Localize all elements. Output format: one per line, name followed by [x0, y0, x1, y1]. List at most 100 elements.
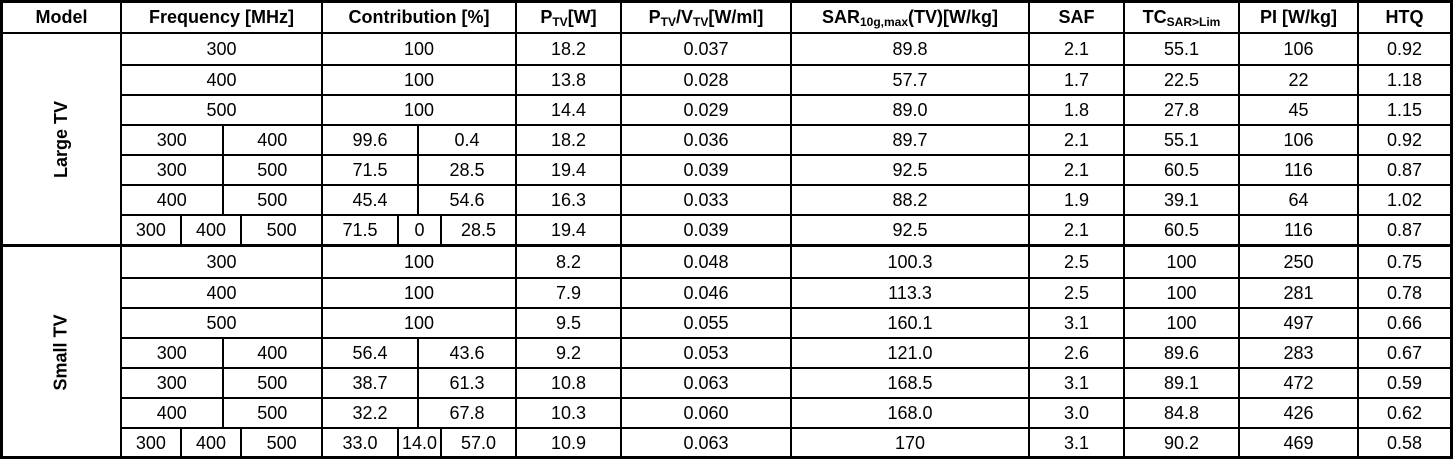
cell-contribution: 100: [321, 279, 515, 307]
cell-saf: 3.1: [1028, 309, 1123, 337]
cell-tc: 60.5: [1123, 156, 1238, 184]
table-row: 300 400 99.6 0.4 18.2 0.036 89.7 2.1 55.1 …: [120, 124, 1450, 154]
cell-ptv: 10.3: [515, 399, 620, 427]
cell-sar: 92.5: [790, 156, 1028, 184]
contribution-value: 100: [403, 312, 435, 333]
table-row: 300 400 500 33.0 14.0 57.0 10.9 0.063 170 3.…: [120, 427, 1450, 457]
table-row: 300 500 71.5 28.5 19.4 0.039 92.5 2.1 60.5…: [120, 154, 1450, 184]
cell-frequency: 500: [120, 309, 321, 337]
cell-htq: 0.58: [1357, 429, 1450, 457]
cell-pi: 497: [1238, 309, 1357, 337]
cell-ptv: 19.4: [515, 156, 620, 184]
contribution-value: 71.5: [342, 219, 378, 240]
cell-tc: 89.1: [1123, 369, 1238, 397]
frequency-value: 300: [156, 159, 187, 180]
table-row: 500 100 9.5 0.055 160.1 3.1 100 497 0.66: [120, 307, 1450, 337]
table-row: 300 400 56.4 43.6 9.2 0.053 121.0 2.6 89.6…: [120, 337, 1450, 367]
cell-ptv: 16.3: [515, 186, 620, 214]
frequency-value: 400: [156, 189, 187, 210]
cell-tc: 22.5: [1123, 66, 1238, 94]
cell-contribution: 45.4 54.6: [321, 186, 515, 214]
cell-sar: 168.5: [790, 369, 1028, 397]
cell-tc: 55.1: [1123, 34, 1238, 64]
cell-saf: 2.5: [1028, 247, 1123, 277]
cell-ptv-vtv: 0.039: [620, 156, 790, 184]
cell-ptv: 10.9: [515, 429, 620, 457]
cell-contribution: 100: [321, 34, 515, 64]
cell-htq: 0.78: [1357, 279, 1450, 307]
cell-tc: 39.1: [1123, 186, 1238, 214]
cell-ptv: 18.2: [515, 34, 620, 64]
cell-pi: 106: [1238, 126, 1357, 154]
cell-htq: 0.66: [1357, 309, 1450, 337]
cell-pi: 426: [1238, 399, 1357, 427]
contribution-value: 99.6: [352, 129, 388, 150]
cell-ptv: 8.2: [515, 247, 620, 277]
contribution-value: 28.5: [440, 216, 515, 244]
cell-ptv-vtv: 0.033: [620, 186, 790, 214]
cell-saf: 1.9: [1028, 186, 1123, 214]
cell-contribution: 100: [321, 66, 515, 94]
header-htq: HTQ: [1357, 3, 1450, 32]
table-row: 300 400 500 71.5 0 28.5 19.4 0.039 92.5 2.1 …: [120, 214, 1450, 244]
cell-ptv-vtv: 0.028: [620, 66, 790, 94]
cell-pi: 283: [1238, 339, 1357, 367]
frequency-value: 400: [179, 429, 241, 457]
cell-contribution: 71.5 0 28.5: [321, 216, 515, 244]
frequency-value: 300: [206, 251, 237, 272]
cell-contribution: 100: [321, 309, 515, 337]
cell-contribution: 56.4 43.6: [321, 339, 515, 367]
cell-tc: 100: [1123, 279, 1238, 307]
cell-ptv-vtv: 0.046: [620, 279, 790, 307]
cell-htq: 0.62: [1357, 399, 1450, 427]
cell-ptv-vtv: 0.060: [620, 399, 790, 427]
cell-saf: 1.8: [1028, 96, 1123, 124]
cell-ptv: 10.8: [515, 369, 620, 397]
table-row: 300 100 18.2 0.037 89.8 2.1 55.1 106 0.9…: [120, 34, 1450, 64]
contribution-value: 0.4: [417, 126, 515, 154]
cell-sar: 170: [790, 429, 1028, 457]
cell-htq: 0.92: [1357, 126, 1450, 154]
table-row: 400 100 7.9 0.046 113.3 2.5 100 281 0.78: [120, 277, 1450, 307]
cell-pi: 106: [1238, 34, 1357, 64]
frequency-value: 500: [206, 99, 237, 120]
cell-ptv-vtv: 0.053: [620, 339, 790, 367]
cell-htq: 0.87: [1357, 156, 1450, 184]
cell-pi: 64: [1238, 186, 1357, 214]
cell-saf: 2.1: [1028, 126, 1123, 154]
cell-ptv-vtv: 0.063: [620, 429, 790, 457]
cell-pi: 469: [1238, 429, 1357, 457]
table-row: 400 500 32.2 67.8 10.3 0.060 168.0 3.0 84.…: [120, 397, 1450, 427]
header-model: Model: [35, 7, 88, 27]
cell-sar: 89.0: [790, 96, 1028, 124]
cell-sar: 160.1: [790, 309, 1028, 337]
cell-htq: 0.75: [1357, 247, 1450, 277]
contribution-value: 54.6: [417, 186, 515, 214]
cell-pi: 281: [1238, 279, 1357, 307]
contribution-value: 100: [403, 251, 435, 272]
cell-htq: 1.18: [1357, 66, 1450, 94]
frequency-value: 500: [221, 399, 322, 427]
cell-ptv: 13.8: [515, 66, 620, 94]
section-small-tv: Small TV 300 100 8.2 0.048 100.3 2.5 100…: [3, 244, 1450, 457]
contribution-value: 14.0: [396, 429, 440, 457]
cell-frequency: 500: [120, 96, 321, 124]
cell-contribution: 99.6 0.4: [321, 126, 515, 154]
cell-ptv-vtv: 0.055: [620, 309, 790, 337]
contribution-value: 100: [403, 38, 435, 59]
cell-tc: 89.6: [1123, 339, 1238, 367]
model-label: Large TV: [51, 100, 71, 178]
frequency-value: 400: [221, 339, 322, 367]
cell-frequency: 400 500: [120, 186, 321, 214]
cell-ptv: 14.4: [515, 96, 620, 124]
section-rows: 300 100 8.2 0.048 100.3 2.5 100 250 0.75…: [120, 247, 1450, 457]
cell-frequency: 300 400 500: [120, 216, 321, 244]
cell-saf: 2.1: [1028, 216, 1123, 244]
contribution-value: 100: [403, 69, 435, 90]
cell-sar: 92.5: [790, 216, 1028, 244]
cell-contribution: 33.0 14.0 57.0: [321, 429, 515, 457]
table-row: 400 500 45.4 54.6 16.3 0.033 88.2 1.9 39.1…: [120, 184, 1450, 214]
header-saf: SAF: [1028, 3, 1123, 32]
cell-frequency: 300 400 500: [120, 429, 321, 457]
